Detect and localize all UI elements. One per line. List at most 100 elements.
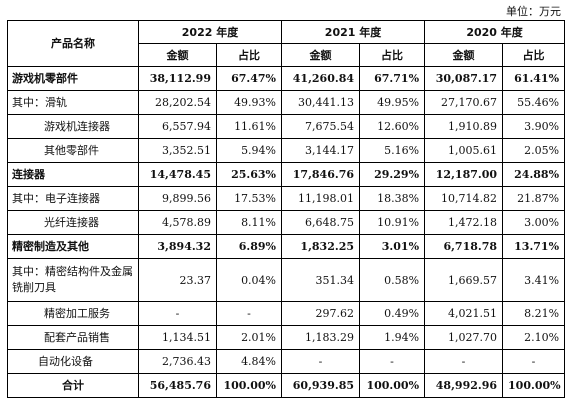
table-row-total: 合计 56,485.76 100.00% 60,939.85 100.00% 4… <box>7 373 566 398</box>
header-ratio-2021: 占比 <box>359 43 426 67</box>
cell-ratio-2021: 1.94% <box>359 325 426 350</box>
cell-ratio-2021: 29.29% <box>359 162 426 187</box>
cell-amount-2021: 1,832.25 <box>281 234 361 259</box>
unit-label: 单位：万元 <box>506 5 561 18</box>
cell-ratio-2021: 12.60% <box>359 114 426 139</box>
row-label: 其他零部件 <box>7 138 139 163</box>
cell-amount-2021: 297.62 <box>281 301 361 326</box>
cell-amount-2022: 4,578.89 <box>138 210 217 235</box>
cell-ratio-2020: 100.00% <box>502 373 566 398</box>
table-row-electronic-connector: 其中：电子连接器 9,899.56 17.53% 11,198.01 18.38… <box>7 186 566 211</box>
header-amount-2021: 金额 <box>281 43 361 67</box>
cell-ratio-2021: 10.91% <box>359 210 426 235</box>
cell-amount-2020: - <box>424 349 504 374</box>
cell-amount-2021: 6,648.75 <box>281 210 361 235</box>
cell-ratio-2020: 55.46% <box>502 90 566 115</box>
row-label: 其中：电子连接器 <box>7 186 139 211</box>
header-ratio-2022: 占比 <box>215 43 283 67</box>
cell-amount-2020: 1,472.18 <box>424 210 504 235</box>
header-amount-2020: 金额 <box>424 43 504 67</box>
table-row-connectors: 连接器 14,478.45 25.63% 17,846.76 29.29% 12… <box>7 162 566 187</box>
cell-ratio-2021: 67.71% <box>359 66 426 91</box>
cell-ratio-2021: 18.38% <box>359 186 426 211</box>
cell-amount-2020: 10,714.82 <box>424 186 504 211</box>
table-row-fiber-connector: 光纤连接器 4,578.89 8.11% 6,648.75 10.91% 1,4… <box>7 210 566 235</box>
table-row-supporting-products: 配套产品销售 1,134.51 2.01% 1,183.29 1.94% 1,0… <box>7 325 566 350</box>
cell-amount-2021: - <box>281 349 361 374</box>
cell-amount-2020: 48,992.96 <box>424 373 504 398</box>
cell-amount-2022: 38,112.99 <box>138 66 217 91</box>
header-year-2021: 2021 年度 <box>281 20 426 44</box>
cell-ratio-2021: 0.58% <box>359 258 426 302</box>
cell-ratio-2022: 6.89% <box>215 234 283 259</box>
cell-amount-2022: 56,485.76 <box>138 373 217 398</box>
cell-amount-2022: 28,202.54 <box>138 90 217 115</box>
cell-amount-2022: 1,134.51 <box>138 325 217 350</box>
cell-amount-2020: 12,187.00 <box>424 162 504 187</box>
header-year-2022: 2022 年度 <box>137 20 283 44</box>
cell-ratio-2022: 2.01% <box>215 325 283 350</box>
cell-amount-2020: 1,027.70 <box>424 325 504 350</box>
cell-amount-2022: 3,352.51 <box>138 138 217 163</box>
header-product-name: 产品名称 <box>7 20 139 67</box>
cell-ratio-2022: 11.61% <box>215 114 283 139</box>
cell-ratio-2020: 2.05% <box>502 138 566 163</box>
cell-ratio-2020: 61.41% <box>502 66 566 91</box>
cell-amount-2022: 2,736.43 <box>138 349 217 374</box>
cell-amount-2022: 9,899.56 <box>138 186 217 211</box>
cell-ratio-2022: 49.93% <box>215 90 283 115</box>
cell-amount-2021: 3,144.17 <box>281 138 361 163</box>
cell-amount-2021: 7,675.54 <box>281 114 361 139</box>
cell-amount-2020: 27,170.67 <box>424 90 504 115</box>
cell-ratio-2022: 8.11% <box>215 210 283 235</box>
cell-ratio-2020: 2.10% <box>502 325 566 350</box>
cell-amount-2020: 30,087.17 <box>424 66 504 91</box>
row-label: 其中：精密结构件及金属铣削刀具 <box>7 258 139 302</box>
cell-amount-2022: 3,894.32 <box>138 234 217 259</box>
cell-amount-2021: 351.34 <box>281 258 361 302</box>
cell-ratio-2021: 0.49% <box>359 301 426 326</box>
cell-ratio-2022: 100.00% <box>215 373 283 398</box>
table-row-other-parts: 其他零部件 3,352.51 5.94% 3,144.17 5.16% 1,00… <box>7 138 566 163</box>
cell-ratio-2020: - <box>502 349 566 374</box>
header-year-2020: 2020 年度 <box>424 20 566 44</box>
cell-amount-2022: - <box>138 301 217 326</box>
table-row-game-connector: 游戏机连接器 6,557.94 11.61% 7,675.54 12.60% 1… <box>7 114 566 139</box>
table-row-slide-rail: 其中：滑轨 28,202.54 49.93% 30,441.13 49.95% … <box>7 90 566 115</box>
cell-ratio-2020: 21.87% <box>502 186 566 211</box>
table-row-precision-parts-cutting-tools: 其中：精密结构件及金属铣削刀具 23.37 0.04% 351.34 0.58%… <box>7 258 566 302</box>
cell-ratio-2022: 67.47% <box>215 66 283 91</box>
cell-amount-2021: 11,198.01 <box>281 186 361 211</box>
cell-ratio-2022: 5.94% <box>215 138 283 163</box>
cell-ratio-2022: 0.04% <box>215 258 283 302</box>
cell-ratio-2022: 17.53% <box>215 186 283 211</box>
cell-amount-2021: 60,939.85 <box>281 373 361 398</box>
header-ratio-2020: 占比 <box>502 43 566 67</box>
row-label: 其中：滑轨 <box>7 90 139 115</box>
table-row-precision-manufacturing: 精密制造及其他 3,894.32 6.89% 1,832.25 3.01% 6,… <box>7 234 566 259</box>
cell-amount-2020: 1,669.57 <box>424 258 504 302</box>
row-label: 精密制造及其他 <box>7 234 139 259</box>
header-amount-2022: 金额 <box>138 43 217 67</box>
row-label: 连接器 <box>7 162 139 187</box>
cell-ratio-2020: 24.88% <box>502 162 566 187</box>
cell-ratio-2021: 3.01% <box>359 234 426 259</box>
table-row-automation-equipment: 自动化设备 2,736.43 4.84% - - - - <box>7 349 566 374</box>
cell-ratio-2022: 4.84% <box>215 349 283 374</box>
row-label: 光纤连接器 <box>7 210 139 235</box>
cell-amount-2021: 1,183.29 <box>281 325 361 350</box>
cell-ratio-2021: 100.00% <box>359 373 426 398</box>
row-label: 精密加工服务 <box>7 301 139 326</box>
cell-ratio-2021: 49.95% <box>359 90 426 115</box>
cell-ratio-2020: 3.00% <box>502 210 566 235</box>
cell-amount-2022: 23.37 <box>138 258 217 302</box>
cell-amount-2020: 1,910.89 <box>424 114 504 139</box>
row-label: 游戏机零部件 <box>7 66 139 91</box>
cell-ratio-2022: - <box>215 301 283 326</box>
row-label: 配套产品销售 <box>7 325 139 350</box>
row-label: 自动化设备 <box>7 349 139 374</box>
cell-amount-2021: 17,846.76 <box>281 162 361 187</box>
cell-ratio-2020: 3.90% <box>502 114 566 139</box>
cell-amount-2020: 6,718.78 <box>424 234 504 259</box>
revenue-by-product-table: 产品名称 2022 年度 2021 年度 2020 年度 金额 占比 金额 占比… <box>7 20 566 398</box>
